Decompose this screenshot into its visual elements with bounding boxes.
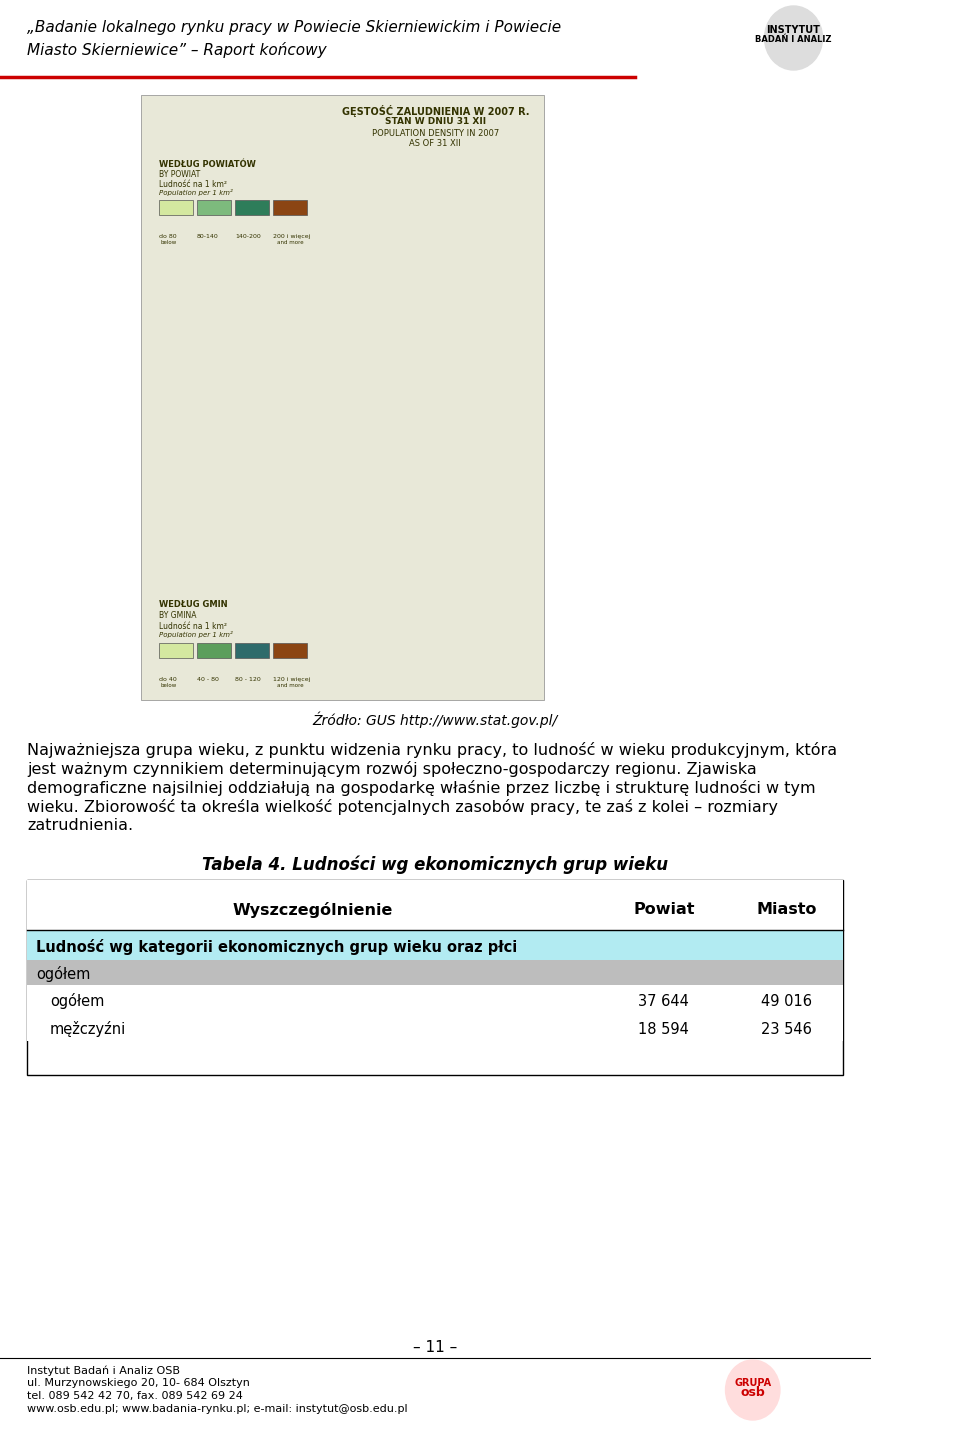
- FancyBboxPatch shape: [27, 880, 844, 1074]
- Bar: [235, 200, 270, 215]
- Text: STAN W DNIU 31 XII: STAN W DNIU 31 XII: [385, 117, 486, 125]
- Text: Ludność na 1 km²: Ludność na 1 km²: [158, 180, 227, 189]
- Circle shape: [726, 1360, 780, 1420]
- Bar: [27, 960, 844, 985]
- Text: GRUPA: GRUPA: [734, 1379, 771, 1389]
- Text: INSTYTUT: INSTYTUT: [767, 25, 821, 35]
- Text: 200 i więcej: 200 i więcej: [273, 234, 310, 239]
- Text: POPULATION DENSITY IN 2007: POPULATION DENSITY IN 2007: [372, 128, 499, 138]
- FancyBboxPatch shape: [140, 95, 544, 699]
- Text: męžczyźni: męžczyźni: [50, 1021, 126, 1037]
- Text: do 40: do 40: [158, 676, 177, 682]
- Text: www.osb.edu.pl; www.badania-rynku.pl; e-mail: instytut@osb.edu.pl: www.osb.edu.pl; www.badania-rynku.pl; e-…: [27, 1405, 408, 1415]
- Text: GĘSTOŚĆ ZALUDNIENIA W 2007 R.: GĘSTOŚĆ ZALUDNIENIA W 2007 R.: [342, 105, 529, 117]
- Bar: [235, 643, 270, 658]
- Text: Źródło: GUS http://www.stat.gov.pl/: Źródło: GUS http://www.stat.gov.pl/: [313, 712, 558, 728]
- Text: 40 - 80: 40 - 80: [197, 676, 219, 682]
- Text: demograficzne najsilniej oddziałują na gospodarkę właśnie przez liczbę i struktu: demograficzne najsilniej oddziałują na g…: [27, 780, 816, 796]
- Text: Population per 1 km²: Population per 1 km²: [158, 189, 232, 196]
- Bar: [27, 930, 844, 960]
- Text: 120 i więcej: 120 i więcej: [273, 676, 310, 682]
- Text: do 80: do 80: [158, 234, 177, 239]
- Bar: [158, 643, 193, 658]
- Text: and more: and more: [276, 239, 303, 245]
- Text: BY GMINA: BY GMINA: [158, 611, 196, 620]
- Text: BADAŃ I ANALIZ: BADAŃ I ANALIZ: [756, 36, 831, 45]
- Text: 140-200: 140-200: [235, 234, 260, 239]
- Bar: [27, 985, 844, 1012]
- Text: AS OF 31 XII: AS OF 31 XII: [409, 138, 461, 149]
- Text: Instytut Badań i Analiz OSB: Instytut Badań i Analiz OSB: [27, 1366, 180, 1376]
- Bar: [273, 643, 307, 658]
- Text: Population per 1 km²: Population per 1 km²: [158, 632, 232, 637]
- Text: below: below: [160, 684, 177, 688]
- Text: – 11 –: – 11 –: [413, 1340, 457, 1355]
- Text: 49 016: 49 016: [760, 994, 812, 1008]
- Circle shape: [764, 6, 823, 71]
- Text: Najważniejsza grupa wieku, z punktu widzenia rynku pracy, to ludność w wieku pro: Najważniejsza grupa wieku, z punktu widz…: [27, 743, 837, 758]
- Bar: [158, 200, 193, 215]
- Text: Miasto Skierniewice” – Raport końcowy: Miasto Skierniewice” – Raport końcowy: [27, 42, 326, 58]
- Text: Ludność na 1 km²: Ludność na 1 km²: [158, 622, 227, 632]
- Text: 37 644: 37 644: [638, 994, 689, 1008]
- Text: osb: osb: [740, 1387, 765, 1400]
- Bar: [273, 200, 307, 215]
- Text: jest ważnym czynnikiem determinującym rozwój społeczno-gospodarczy regionu. Zjaw: jest ważnym czynnikiem determinującym ro…: [27, 761, 756, 777]
- Text: below: below: [160, 239, 177, 245]
- Text: wieku. Zbiorowość ta określa wielkość potencjalnych zasobów pracy, te zaś z kole: wieku. Zbiorowość ta określa wielkość po…: [27, 799, 779, 815]
- Text: Tabela 4. Ludności wg ekonomicznych grup wieku: Tabela 4. Ludności wg ekonomicznych grup…: [203, 855, 668, 874]
- Text: 23 546: 23 546: [761, 1021, 812, 1037]
- Text: tel. 089 542 42 70, fax. 089 542 69 24: tel. 089 542 42 70, fax. 089 542 69 24: [27, 1392, 243, 1402]
- Bar: [27, 880, 844, 930]
- Bar: [197, 200, 231, 215]
- Text: Wyszczególnienie: Wyszczególnienie: [232, 903, 393, 919]
- Text: BY POWIAT: BY POWIAT: [158, 170, 200, 179]
- Text: Miasto: Miasto: [756, 903, 817, 917]
- FancyBboxPatch shape: [0, 0, 871, 79]
- Text: 80 - 120: 80 - 120: [235, 676, 260, 682]
- Text: ogółem: ogółem: [50, 994, 105, 1009]
- Text: „Badanie lokalnego rynku pracy w Powiecie Skierniewickim i Powiecie: „Badanie lokalnego rynku pracy w Powieci…: [27, 20, 562, 35]
- Text: WEDŁUG GMIN: WEDŁUG GMIN: [158, 600, 228, 609]
- Text: ogółem: ogółem: [36, 966, 90, 982]
- Text: zatrudnienia.: zatrudnienia.: [27, 818, 133, 833]
- Text: ul. Murzynowskiego 20, 10- 684 Olsztyn: ul. Murzynowskiego 20, 10- 684 Olsztyn: [27, 1379, 251, 1389]
- Text: Ludność wg kategorii ekonomicznych grup wieku oraz płci: Ludność wg kategorii ekonomicznych grup …: [36, 939, 517, 955]
- Text: Powiat: Powiat: [633, 903, 695, 917]
- Text: WEDŁUG POWIATÓW: WEDŁUG POWIATÓW: [158, 160, 255, 169]
- Bar: [27, 1012, 844, 1041]
- Bar: [197, 643, 231, 658]
- Text: and more: and more: [276, 684, 303, 688]
- Text: 18 594: 18 594: [638, 1021, 689, 1037]
- Text: 80-140: 80-140: [197, 234, 219, 239]
